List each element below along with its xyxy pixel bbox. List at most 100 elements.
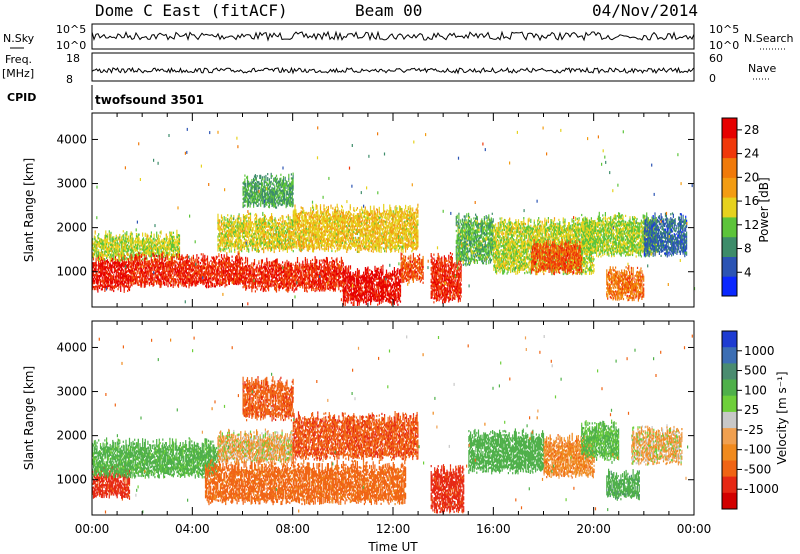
velocity-colorbar-swatch [722, 461, 737, 478]
velocity-echo-band [205, 459, 406, 505]
freq-tick-bottom: 8 [66, 73, 73, 86]
power-ytick-label: 3000 [56, 177, 87, 191]
beam-label: Beam 00 [355, 1, 422, 20]
velocity-colorbar-tick-label: 500 [744, 364, 767, 378]
nave-tick-top: 60 [709, 52, 723, 65]
radar-summary-plot: Dome C East (fitACF) Beam 00 04/Nov/2014… [0, 0, 800, 554]
time-tick-label: 00:00 [677, 522, 712, 536]
velocity-colorbar-swatch [722, 331, 737, 348]
power-colorbar-swatch [722, 197, 737, 217]
date-label: 04/Nov/2014 [592, 1, 698, 20]
station-title: Dome C East (fitACF) [95, 1, 288, 20]
time-tick-label: 08:00 [275, 522, 310, 536]
velocity-data-layer [92, 335, 693, 514]
time-tick-label: 12:00 [376, 522, 411, 536]
velocity-colorbar-swatch [722, 428, 737, 445]
power-ylabel: Slant Range [km] [22, 158, 36, 262]
velocity-colorbar-tick-label: -25 [744, 423, 764, 437]
power-colorbar-swatch [722, 138, 737, 158]
power-echo-band [606, 265, 644, 302]
power-colorbar-swatch [722, 177, 737, 197]
velocity-colorbar-swatch [722, 412, 737, 429]
velocity-colorbar-swatch [722, 477, 737, 494]
freq-tick-top: 18 [66, 52, 80, 65]
power-echo-band [401, 252, 424, 284]
cpid-value: twofsound 3501 [95, 93, 204, 107]
velocity-colorbar-tick-label: -100 [744, 443, 771, 457]
velocity-colorbar-swatch [722, 444, 737, 461]
velocity-ylabel: Slant Range [km] [22, 366, 36, 470]
velocity-echo-band [92, 437, 218, 479]
nsky-tick-top: 10^5 [56, 23, 86, 36]
velocity-colorbar: 1000 500 100 25 -25 -100 -500 -1000 Velocity [m… [722, 331, 789, 510]
power-panel: 1000 2000 3000 4000 Slant Range [km] [22, 113, 695, 307]
nsearch-tick-top: 10^5 [709, 23, 739, 36]
velocity-echo-band [293, 411, 419, 461]
power-colorbar-swatch [722, 217, 737, 237]
power-ytick-label: 2000 [56, 221, 87, 235]
velocity-colorbar-tick-label: 25 [744, 403, 759, 417]
nsearch-label: N.Search [744, 32, 794, 45]
time-tick-label: 00:00 [75, 522, 110, 536]
freq-label: Freq. [5, 53, 32, 66]
power-echo-band [456, 213, 494, 267]
power-echo-band [293, 204, 419, 254]
power-colorbar-swatch [722, 276, 737, 296]
velocity-echo-band [468, 428, 544, 474]
velocity-echo-band [243, 376, 294, 421]
velocity-colorbar-swatch [722, 363, 737, 380]
time-tick-label: 16:00 [476, 522, 511, 536]
nave-tick-bottom: 0 [709, 72, 716, 85]
time-axis-label: Time UT [367, 540, 418, 554]
velocity-ytick-label: 1000 [56, 473, 87, 487]
velocity-colorbar-swatch [722, 347, 737, 364]
power-ytick-label: 4000 [56, 132, 87, 146]
freq-trace [92, 68, 694, 73]
velocity-echo-band [606, 469, 640, 501]
power-colorbar-tick-label: 4 [744, 265, 752, 279]
velocity-colorbar-tick-label: 100 [744, 383, 767, 397]
power-echo-band [243, 256, 344, 293]
velocity-colorbar-tick-label: -1000 [744, 482, 779, 496]
nsearch-tick-bottom: 10^0 [709, 39, 739, 52]
power-colorbar-tick-label: 28 [744, 123, 759, 137]
velocity-ytick-label: 2000 [56, 429, 87, 443]
velocity-colorbar-tick-label: 1000 [744, 344, 775, 358]
cpid-label: CPID [7, 91, 36, 104]
nsky-trace [92, 32, 694, 40]
power-colorbar-swatch [722, 118, 737, 138]
nsky-tick-bottom: 10^0 [56, 39, 86, 52]
velocity-colorbar-swatch [722, 396, 737, 413]
velocity-panel: 1000 2000 3000 4000 00:00 04:00 08:00 12:00 16:… [22, 321, 711, 554]
power-colorbar-swatch [722, 256, 737, 276]
time-tick-label: 04:00 [175, 522, 210, 536]
power-colorbar-swatch [722, 237, 737, 257]
power-echo-band [243, 173, 294, 209]
velocity-colorbar-swatches [722, 331, 737, 510]
power-echo-band [217, 212, 293, 253]
power-ytick-label: 1000 [56, 265, 87, 279]
power-colorbar-swatches [722, 118, 737, 297]
freq-panel-frame [92, 53, 694, 81]
time-tick-label: 20:00 [576, 522, 611, 536]
velocity-colorbar-ticks: 1000 500 100 25 -25 -100 -500 -1000 [737, 344, 779, 496]
nsky-label: N.Sky [3, 32, 35, 45]
power-colorbar-tick-label: 24 [744, 147, 759, 161]
freq-unit-label: [MHz] [2, 67, 34, 80]
velocity-colorbar-label: Velocity [m s⁻¹] [775, 371, 789, 464]
power-data-layer [92, 126, 695, 306]
velocity-colorbar-swatch [722, 493, 737, 510]
power-colorbar-label: Power [dB] [757, 177, 771, 242]
power-colorbar-tick-label: 8 [744, 242, 752, 256]
velocity-echo-band [631, 424, 682, 465]
power-echo-band [343, 265, 401, 306]
velocity-echo-band [431, 464, 465, 514]
power-colorbar-swatch [722, 158, 737, 178]
velocity-ytick-label: 4000 [56, 340, 87, 354]
velocity-ytick-label: 3000 [56, 385, 87, 399]
velocity-colorbar-swatch [722, 380, 737, 397]
velocity-colorbar-tick-label: -500 [744, 462, 771, 476]
nave-label: Nave [748, 62, 776, 75]
